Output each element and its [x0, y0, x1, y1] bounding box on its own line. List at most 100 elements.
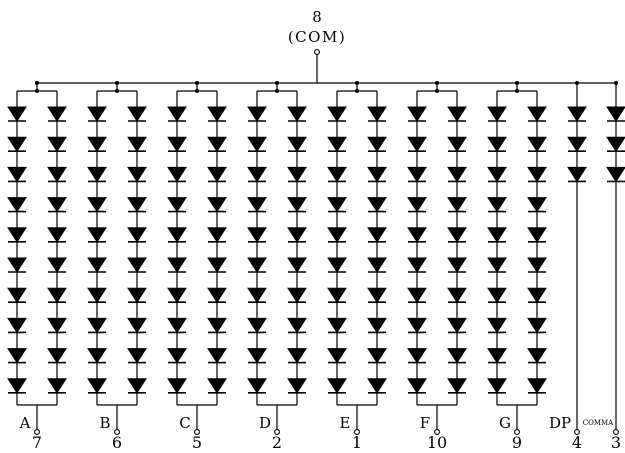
led-diode	[447, 166, 467, 183]
led-diode	[287, 227, 307, 243]
led-diode	[127, 378, 147, 394]
led-diode	[247, 257, 267, 273]
led-diode	[407, 257, 427, 273]
led-diode	[247, 287, 267, 304]
led-diode	[47, 287, 67, 304]
led-diode	[287, 197, 307, 213]
led-diode	[527, 106, 547, 122]
led-diode	[87, 227, 107, 243]
led-diode	[87, 317, 107, 334]
led-diode	[167, 287, 187, 304]
led-diode	[447, 106, 467, 122]
led-diode	[287, 287, 307, 304]
led-diode	[167, 317, 187, 334]
bus-node	[115, 81, 119, 85]
led-diode	[447, 197, 467, 213]
led-diode	[367, 106, 387, 122]
led-diode	[247, 197, 267, 213]
led-diode	[527, 136, 547, 153]
led-diode	[327, 136, 347, 153]
led-diode	[447, 378, 467, 394]
led-diode	[87, 348, 107, 364]
led-diode	[287, 378, 307, 394]
led-diode	[527, 348, 547, 364]
led-diode	[87, 257, 107, 273]
led-diode	[367, 136, 387, 153]
segment-pin-number: 6	[112, 433, 122, 452]
led-diode	[167, 378, 187, 394]
led-diode	[207, 317, 227, 334]
led-diode	[287, 106, 307, 122]
led-diode	[567, 136, 587, 153]
led-diode	[367, 378, 387, 394]
led-diode	[47, 197, 67, 213]
led-diode	[287, 136, 307, 153]
led-diode	[487, 227, 507, 243]
segment-pin-number: 7	[32, 433, 42, 452]
led-diode	[527, 317, 547, 334]
segment-pin-terminal	[194, 429, 200, 435]
led-diode	[87, 136, 107, 153]
led-diode	[247, 166, 267, 183]
led-diode	[407, 136, 427, 153]
led-diode	[127, 348, 147, 364]
led-diode	[606, 106, 625, 122]
led-diode	[47, 317, 67, 334]
led-diode	[287, 166, 307, 183]
led-diode	[247, 136, 267, 153]
led-diode	[367, 348, 387, 364]
led-diode	[47, 378, 67, 394]
led-diode	[7, 136, 27, 153]
led-diode	[207, 227, 227, 243]
led-diode	[327, 348, 347, 364]
led-diode	[447, 227, 467, 243]
segment-label: D	[259, 414, 271, 432]
led-diode	[47, 106, 67, 122]
led-diode	[407, 287, 427, 304]
led-diode	[7, 257, 27, 273]
segment-pin-terminal	[34, 429, 40, 435]
led-diode	[127, 257, 147, 273]
led-diode	[567, 106, 587, 122]
led-diode	[207, 106, 227, 122]
led-diode	[407, 197, 427, 213]
led-diode	[87, 287, 107, 304]
led-diode	[527, 166, 547, 183]
led-diode	[487, 106, 507, 122]
common-pin-number: 8	[312, 8, 322, 26]
led-diode	[447, 257, 467, 273]
led-diode	[327, 227, 347, 243]
segment-label: A	[19, 414, 31, 432]
led-diode	[487, 257, 507, 273]
led-diode	[207, 197, 227, 213]
extra-label: COMMA	[583, 419, 614, 427]
led-diode	[7, 378, 27, 394]
led-diode	[527, 287, 547, 304]
segment-pin-number: 5	[192, 433, 202, 452]
led-diode	[87, 197, 107, 213]
led-diode	[47, 257, 67, 273]
led-diode	[247, 227, 267, 243]
led-diode	[207, 257, 227, 273]
led-diode	[287, 348, 307, 364]
led-diode	[487, 317, 507, 334]
led-diode	[247, 317, 267, 334]
led-diode	[7, 197, 27, 213]
led-diode	[407, 348, 427, 364]
led-diode	[167, 166, 187, 183]
led-diode	[167, 348, 187, 364]
led-diode	[487, 166, 507, 183]
led-diode	[127, 197, 147, 213]
led-diode	[367, 287, 387, 304]
led-diode	[606, 166, 625, 183]
led-diode	[287, 257, 307, 273]
led-diode	[87, 166, 107, 183]
led-diode	[327, 197, 347, 213]
bus-node	[35, 81, 39, 85]
led-diode	[327, 287, 347, 304]
segment-pin-number: 9	[512, 433, 522, 452]
led-diode	[167, 106, 187, 122]
led-diode	[87, 378, 107, 394]
